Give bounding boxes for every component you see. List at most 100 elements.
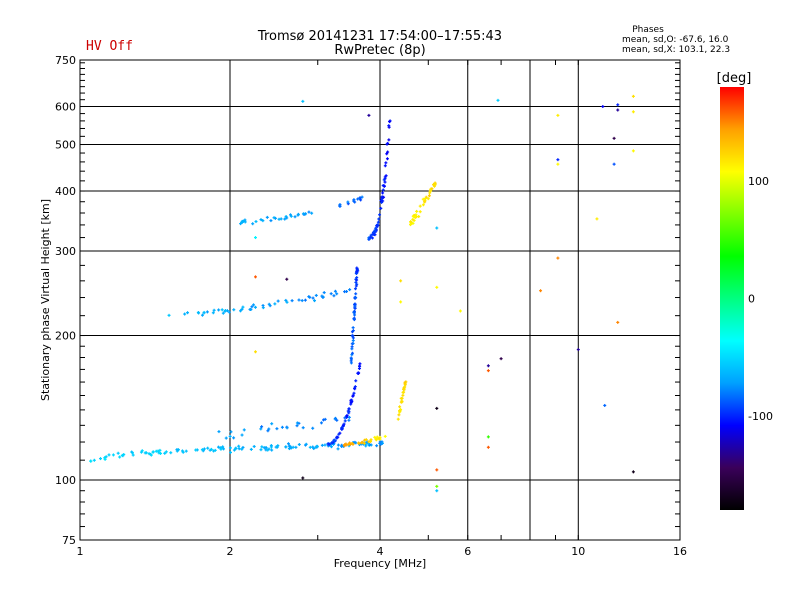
echo-point (322, 291, 326, 295)
echo-point (369, 235, 373, 239)
echo-point (229, 450, 233, 454)
echo-point (289, 446, 293, 450)
echo-point (486, 369, 490, 373)
echo-point (397, 413, 401, 417)
echo-point (347, 407, 351, 411)
echo-point (269, 219, 273, 223)
echo-point (183, 312, 187, 316)
echo-point (435, 489, 439, 493)
echo-point (370, 236, 374, 240)
echo-point (301, 99, 305, 103)
echo-point (130, 450, 134, 454)
echo-point (314, 293, 318, 297)
x-tick-label: 16 (673, 545, 687, 558)
minor-ticks (80, 60, 680, 540)
echo-point (351, 394, 355, 398)
echo-point (131, 453, 135, 457)
echo-point (167, 313, 171, 317)
echo-point (335, 435, 339, 439)
echo-point (380, 441, 384, 445)
echo-point (227, 310, 231, 314)
echo-point (321, 418, 325, 422)
echo-point (253, 275, 257, 279)
colorbar: [deg] 100 0 -100 (717, 71, 773, 510)
echo-point (435, 226, 439, 230)
echo-point (376, 220, 380, 224)
echo-point (458, 309, 462, 313)
echo-point (184, 449, 188, 453)
echo-point (350, 334, 354, 338)
echo-point (349, 400, 353, 404)
echo-point (486, 445, 490, 449)
echo-point (378, 213, 382, 217)
echo-point (320, 443, 324, 447)
echo-point (285, 277, 289, 281)
echo-point (251, 222, 255, 226)
echo-point (631, 149, 635, 153)
echo-point (351, 341, 355, 345)
echo-point (375, 435, 379, 439)
echo-point (377, 217, 381, 221)
x-axis-label: Frequency [MHz] (334, 557, 426, 570)
echo-point (253, 350, 257, 354)
echo-point (116, 451, 120, 455)
echo-point (612, 136, 616, 140)
echo-point (418, 204, 422, 208)
echo-point (241, 305, 245, 309)
echo-point (303, 298, 307, 302)
echo-point (612, 162, 616, 166)
echo-point (104, 455, 108, 459)
echo-point (369, 438, 373, 442)
x-tick-label: 1 (77, 545, 84, 558)
echo-point (354, 292, 358, 296)
echo-point (401, 393, 405, 397)
echo-point (421, 203, 425, 207)
echo-point (307, 210, 311, 214)
echo-point (149, 453, 153, 457)
echo-point (118, 455, 122, 459)
echo-point (253, 305, 257, 309)
echo-point (351, 336, 355, 340)
echo-point (355, 266, 359, 270)
echo-point (435, 285, 439, 289)
echo-point (208, 448, 212, 452)
echo-point (350, 345, 354, 349)
echo-point (375, 444, 379, 448)
echo-point (379, 206, 383, 210)
echo-point (259, 427, 263, 431)
echo-point (333, 289, 337, 293)
echo-point (426, 197, 430, 201)
echo-point (363, 438, 367, 442)
x-tick-label: 10 (571, 545, 585, 558)
echo-point (234, 446, 238, 450)
echo-point (354, 296, 358, 300)
echo-point (89, 459, 93, 463)
echo-point (329, 445, 333, 449)
echo-point (295, 424, 299, 428)
echo-point (418, 210, 422, 214)
echo-point (315, 444, 319, 448)
echo-point (200, 448, 204, 452)
echo-point (380, 195, 384, 199)
echo-point (388, 120, 392, 124)
echo-point (383, 164, 387, 168)
echo-point (367, 113, 371, 117)
echo-point (147, 452, 151, 456)
echo-point (240, 220, 244, 224)
echo-point (423, 200, 427, 204)
echo-point (270, 422, 274, 426)
echo-point (342, 422, 346, 426)
echo-point (343, 419, 347, 423)
echo-point (323, 443, 327, 447)
echo-point (293, 215, 297, 219)
echo-point (285, 300, 289, 304)
echo-point (385, 142, 389, 146)
echo-point (353, 304, 357, 308)
y-tick-label: 200 (55, 330, 76, 343)
echo-point (400, 399, 404, 403)
echo-point (556, 158, 560, 162)
hv-status-label: HV Off (86, 39, 133, 54)
echo-point (296, 212, 300, 216)
echo-point (496, 98, 500, 102)
echo-point (351, 339, 355, 343)
